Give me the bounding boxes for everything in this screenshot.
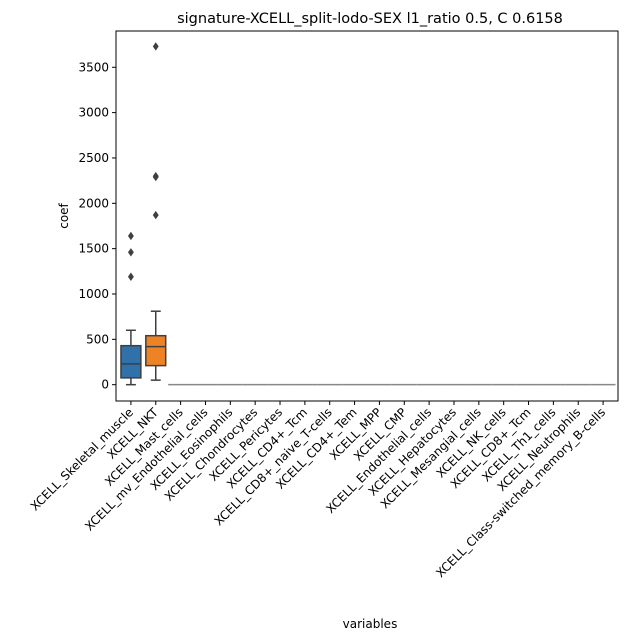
plot-frame xyxy=(115,30,619,402)
y-tick-label: 500 xyxy=(86,332,109,346)
box-outlier xyxy=(127,272,134,281)
y-axis-label: coef xyxy=(57,202,71,228)
chart-title: signature-XCELL_split-lodo-SEX l1_ratio … xyxy=(177,11,563,27)
y-tick-label: 2000 xyxy=(78,196,109,210)
box-outlier xyxy=(152,210,159,220)
y-tick-label: 1500 xyxy=(78,242,109,256)
box-body xyxy=(120,344,142,379)
box-body xyxy=(145,334,167,367)
y-tick-label: 3000 xyxy=(78,106,109,120)
box-outlier xyxy=(127,231,134,241)
y-tick-label: 1000 xyxy=(78,287,109,301)
y-axis: 0 500 1000 1500 2000 2500 3000 3500 xyxy=(78,60,116,392)
plot-area xyxy=(120,42,616,386)
y-tick-label: 2500 xyxy=(78,151,109,165)
y-tick-label: 0 xyxy=(101,378,109,392)
x-axis: XCELL_Skeletal_muscleXCELL_NKTXCELL_Mast… xyxy=(28,401,608,580)
y-tick-label: 3500 xyxy=(78,60,109,74)
box-outlier xyxy=(127,248,134,257)
box-outlier xyxy=(152,42,159,51)
box-outlier xyxy=(152,171,159,181)
x-axis-label: variables xyxy=(343,617,398,631)
